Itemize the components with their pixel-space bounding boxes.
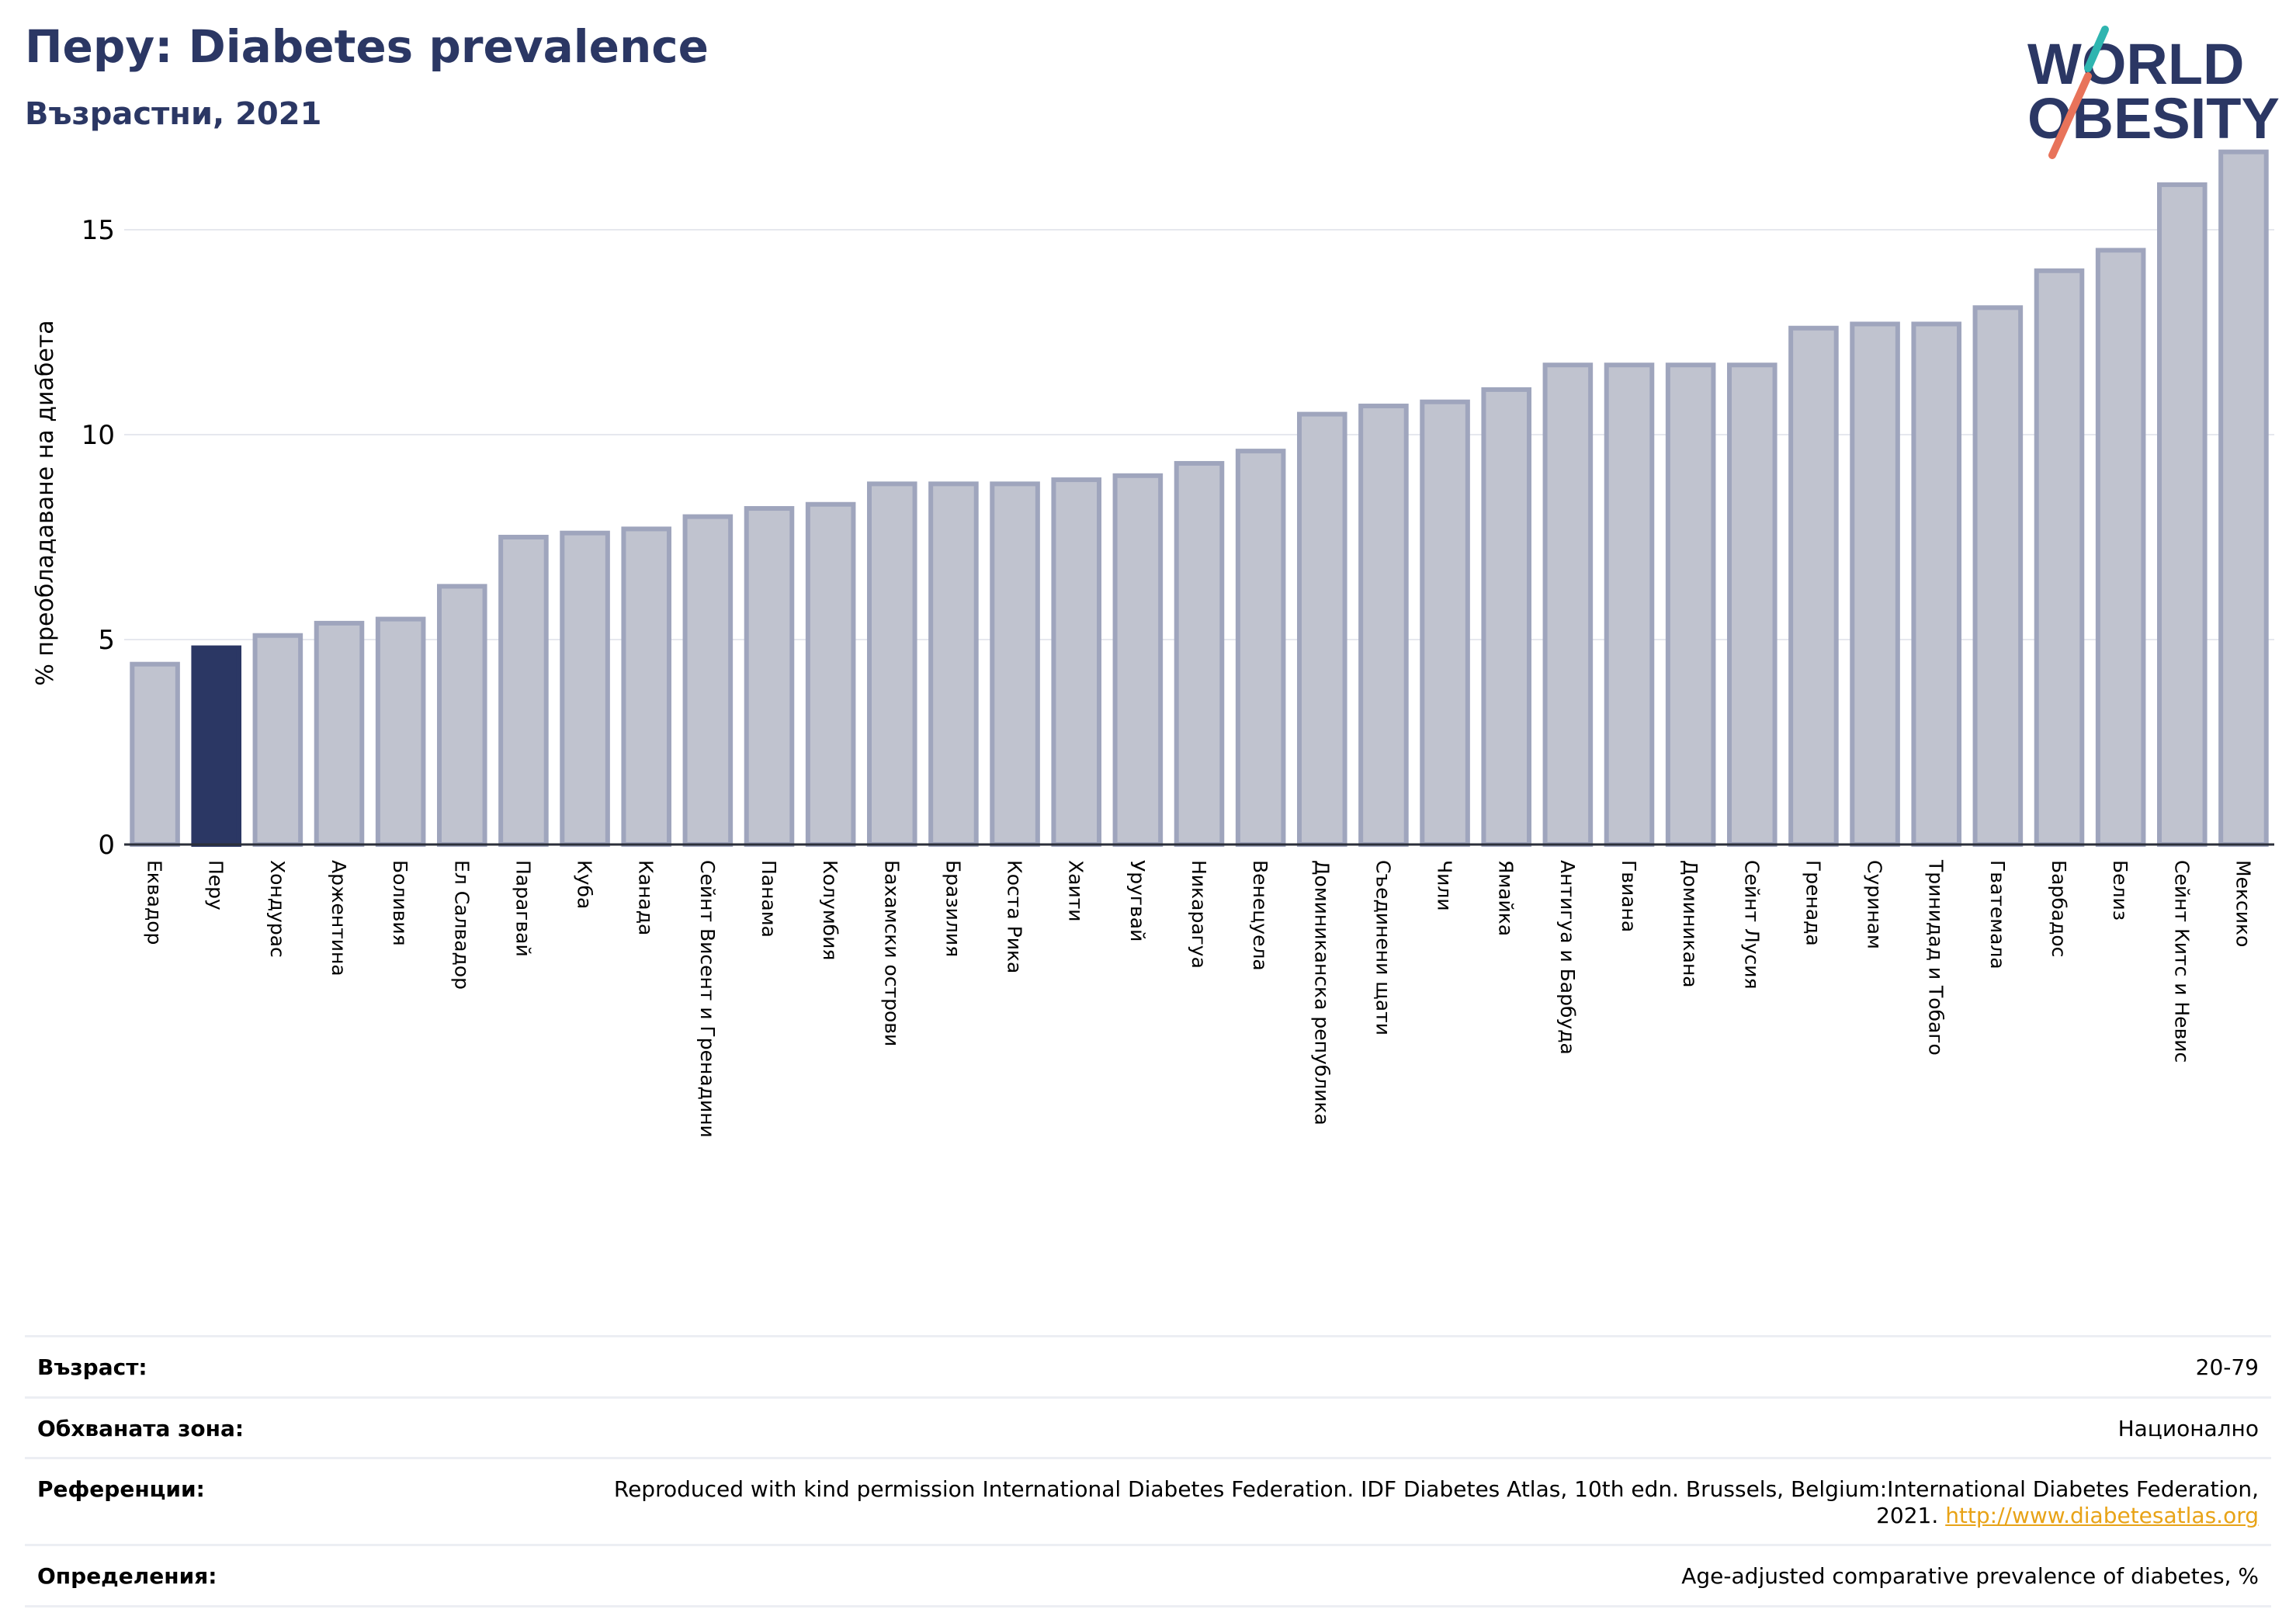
meta-row: Определения: Age-adjusted comparative pre… — [25, 1544, 2271, 1607]
x-tick-label: Сейнт Висент и Гренадини — [696, 860, 719, 1138]
bar — [805, 501, 856, 847]
bar — [1235, 449, 1286, 847]
meta-value: Reproduced with kind permission Internat… — [613, 1476, 2259, 1528]
x-tick-label: Белиз — [2109, 860, 2131, 921]
x-tick-label: Колумбия — [819, 860, 841, 960]
reference-link[interactable]: http://www.diabetesatlas.org — [1945, 1502, 2259, 1528]
meta-label: Обхваната зона: — [37, 1415, 245, 1441]
meta-value: 20-79 — [2195, 1354, 2259, 1380]
bar — [1542, 362, 1594, 847]
bar — [682, 514, 734, 847]
chart-subtitle: Възрастни, 2021 — [25, 96, 322, 132]
x-tick-label: Никарагуа — [1188, 860, 1210, 969]
x-tick-label: Парагвай — [512, 860, 534, 957]
bar — [375, 616, 426, 847]
meta-label: Възраст: — [37, 1354, 147, 1380]
meta-label: Референции: — [37, 1476, 205, 1503]
bar — [1358, 404, 1409, 847]
bar — [1112, 473, 1164, 847]
y-tick-label: 0 — [98, 830, 115, 861]
logo-slash-bottom — [2048, 72, 2092, 159]
x-tick-label: Тринидад и Тобаго — [1925, 859, 1947, 1056]
bar — [1051, 477, 1101, 848]
x-tick-label: Суринам — [1864, 860, 1886, 949]
chart-title: Перу: Diabetes prevalence — [25, 20, 709, 73]
bar — [744, 506, 795, 847]
bar — [1174, 460, 1225, 848]
bar — [990, 481, 1040, 847]
bar — [1481, 387, 1531, 848]
x-tick-label: Хаити — [1065, 860, 1087, 922]
x-tick-label: Коста Рика — [1004, 860, 1026, 973]
bar — [1604, 362, 1655, 847]
bar — [1972, 305, 2024, 847]
x-tick-label: Сейнт Китс и Невис — [2170, 860, 2193, 1063]
meta-label: Определения: — [37, 1563, 217, 1590]
x-tick-label: Панама — [758, 860, 780, 938]
x-tick-label: Уругвай — [1126, 860, 1149, 942]
bar-highlight — [191, 645, 241, 847]
x-tick-label: Бразилия — [942, 860, 964, 957]
bar — [130, 661, 180, 847]
bar — [1727, 362, 1777, 847]
meta-value: Национално — [2117, 1415, 2259, 1441]
bar — [1911, 321, 1961, 847]
bar — [314, 620, 365, 847]
x-tick-label: Хондурас — [266, 860, 289, 958]
bar — [928, 481, 979, 847]
x-tick-label: Гренада — [1802, 860, 1824, 946]
bar — [2034, 268, 2085, 847]
x-tick-label: Гвиана — [1618, 860, 1640, 932]
metadata-table: Възраст: 20-79 Обхваната зона: Национално Ре… — [25, 1335, 2271, 1607]
bar — [252, 633, 303, 847]
axes: 0 5 10 15 Еквадор Перу Хондурас Аржентина Боливи… — [82, 215, 2274, 1138]
x-tick-label: Мексико — [2232, 860, 2254, 947]
bar — [498, 535, 549, 847]
logo-slash-top — [2084, 26, 2109, 72]
bar — [1788, 325, 1839, 848]
x-tick-label: Сейнт Лусия — [1740, 860, 1763, 990]
bar — [2218, 149, 2269, 847]
logo-line1: WORLD — [2027, 32, 2245, 96]
y-tick-label: 5 — [98, 625, 115, 656]
bar-chart: 0 5 10 15 Еквадор Перу Хондурас Аржентина Боливи… — [32, 149, 2274, 1138]
bar — [621, 526, 671, 847]
x-tick-label: Боливия — [389, 860, 411, 946]
x-tick-label: Еквадор — [144, 860, 166, 945]
x-tick-label: Доминиканска република — [1310, 860, 1333, 1125]
x-tick-label: Антигуа и Барбуда — [1556, 860, 1579, 1055]
x-tick-label: Барбадос — [2048, 860, 2070, 957]
x-tick-label: Аржентина — [328, 860, 350, 976]
y-axis-label: % преобладаване на диабета — [32, 320, 59, 685]
bar — [1297, 411, 1347, 847]
meta-row: Възраст: 20-79 — [25, 1335, 2271, 1396]
x-tick-label: Доминикана — [1679, 860, 1701, 988]
x-tick-label: Канада — [635, 860, 657, 935]
bar — [1420, 399, 1470, 847]
bar — [560, 530, 610, 847]
bar — [2095, 248, 2146, 847]
world-obesity-logo[interactable]: WORLD OBESITY — [2018, 22, 2282, 161]
x-tick-label: Съединени щати — [1372, 860, 1394, 1035]
meta-value: Age-adjusted comparative prevalence of d… — [1681, 1563, 2259, 1590]
x-tick-label: Гватемала — [1986, 860, 2009, 969]
x-tick-label: Перу — [205, 860, 227, 910]
bar — [2157, 182, 2208, 848]
bar — [437, 584, 487, 847]
bars — [130, 149, 2269, 848]
x-tick-label: Ямайка — [1495, 860, 1517, 936]
bar — [867, 481, 917, 847]
y-tick-label: 15 — [82, 215, 115, 246]
x-tick-label: Куба — [574, 860, 596, 909]
x-tick-label: Венецуела — [1249, 860, 1271, 971]
bar — [1665, 362, 1716, 847]
x-tick-label: Чили — [1434, 860, 1456, 911]
x-tick-label: Ел Салвадор — [450, 860, 473, 990]
y-tick-label: 10 — [82, 420, 115, 451]
meta-row: Обхваната зона: Национално — [25, 1396, 2271, 1458]
x-tick-label: Бахамски острови — [880, 860, 903, 1046]
bar — [1850, 321, 1900, 847]
meta-row: Референции: Reproduced with kind permissi… — [25, 1457, 2271, 1544]
